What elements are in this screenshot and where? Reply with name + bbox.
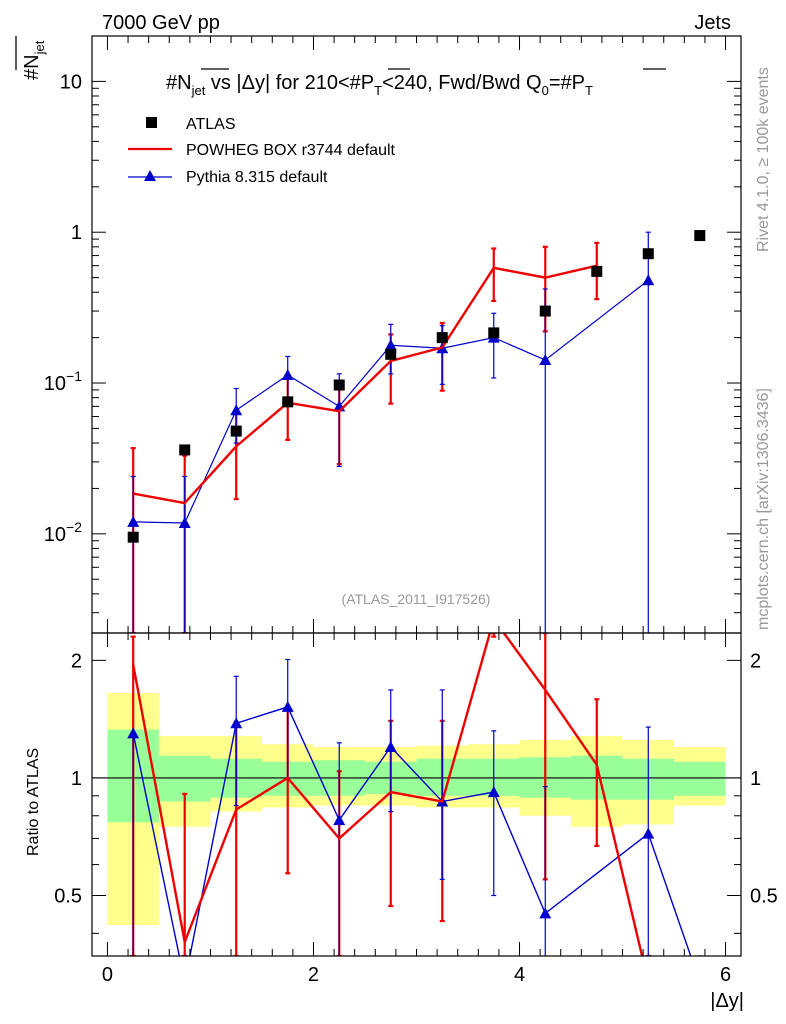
- y-axis-label-main: #Njet: [21, 40, 47, 80]
- y-tick-label-exp-0: −2: [66, 519, 82, 535]
- powheg-ratio-line: [132, 633, 644, 956]
- legend-pythia-marker: [144, 170, 156, 181]
- y-tick-label-ratio-right-2: 2: [750, 650, 761, 672]
- y-tick-label-ratio-left-0: 0.5: [54, 886, 82, 908]
- legend: ATLAS POWHEG BOX r3744 default Pythia 8.…: [128, 116, 396, 186]
- y-tick-label-ratio-right-0: 0.5: [750, 886, 778, 908]
- title-sub-a: jet: [191, 83, 206, 98]
- x-tick-label-1: 2: [308, 964, 319, 986]
- chart-title: #Njet vs |Δy| for 210<#PT<240, Fwd/Bwd Q…: [166, 72, 593, 98]
- atlas-point-7: [488, 327, 500, 339]
- band-green-11: [674, 761, 726, 796]
- header-right: Jets: [694, 12, 731, 34]
- atlas-point-8: [539, 305, 551, 317]
- x-tick-label-3: 6: [720, 964, 731, 986]
- legend-atlas-label: ATLAS: [186, 116, 236, 133]
- y-label-main-sub: jet: [32, 40, 47, 55]
- legend-powheg-label: POWHEG BOX r3744 default: [186, 142, 396, 159]
- atlas-point-9: [591, 265, 603, 277]
- analysis-watermark: (ATLAS_2011_I917526): [342, 591, 491, 607]
- x-tick-label-2: 4: [514, 964, 525, 986]
- pythia-ratio-point-4: [333, 814, 346, 826]
- title-sub-b: T: [374, 83, 382, 98]
- y-tick-label-base-0: 10: [44, 524, 66, 546]
- x-tick-label-0: 0: [102, 964, 113, 986]
- pythia-point-0: [127, 515, 140, 527]
- title-part-c: <240, Fwd/Bwd Q: [382, 72, 542, 94]
- atlas-point-3: [282, 396, 294, 408]
- y-tick-label-ratio-left-1: 1: [71, 768, 82, 790]
- atlas-point-1: [179, 444, 191, 456]
- pythia-point-1: [178, 516, 191, 528]
- pythia-ratio-point-8: [539, 907, 552, 919]
- y-tick-label-main-1: 10−1: [44, 368, 82, 395]
- y-tick-label-base-3: 10: [60, 71, 82, 93]
- y-tick-label-main-2: 1: [71, 222, 82, 244]
- y-tick-label-exp-1: −1: [66, 368, 82, 384]
- pythia-point-5: [384, 339, 397, 351]
- y-tick-label-main-0: 10−2: [44, 519, 82, 546]
- atlas-point-5: [385, 348, 397, 360]
- pythia-point-2: [230, 404, 243, 416]
- pythia-point-9: [642, 274, 655, 286]
- y-axis-label-ratio: Ratio to ATLAS: [25, 748, 42, 856]
- atlas-point-2: [230, 425, 242, 437]
- y-tick-label-ratio-right-1: 1: [750, 768, 761, 790]
- y-tick-label-main-3: 10: [60, 71, 82, 93]
- ratio-panel-marks: [127, 633, 703, 956]
- title-part-a: #N: [166, 72, 192, 94]
- pythia-ratio-point-0: [127, 727, 140, 739]
- mcplots-label: mcplots.cern.ch [arXiv:1306.3436]: [755, 388, 772, 630]
- title-sub-c: 0: [542, 83, 549, 98]
- y-tick-label-base-2: 1: [71, 222, 82, 244]
- legend-atlas-marker: [146, 117, 157, 128]
- pythia-point-3: [281, 369, 294, 381]
- atlas-point-11: [694, 230, 706, 242]
- pythia-line: [133, 279, 649, 524]
- title-part-d: =#P: [549, 72, 585, 94]
- main-panel-marks: [127, 230, 706, 633]
- title-sub-d: T: [585, 83, 593, 98]
- pythia-point-8: [539, 354, 552, 366]
- y-tick-label-ratio-left-2: 2: [71, 650, 82, 672]
- y-label-main-text: #N: [21, 54, 43, 80]
- atlas-point-6: [436, 332, 448, 344]
- atlas-point-10: [642, 248, 654, 260]
- data-marks: [127, 230, 706, 956]
- rivet-label: Rivet 4.1.0, ≥ 100k events: [755, 67, 772, 252]
- x-axis-label: |Δy|: [710, 990, 744, 1012]
- pythia-ratio-point-2: [230, 717, 243, 729]
- header-left: 7000 GeV pp: [102, 12, 220, 34]
- y-tick-label-base-1: 10: [44, 373, 66, 395]
- atlas-point-4: [333, 379, 345, 391]
- legend-pythia-label: Pythia 8.315 default: [186, 169, 328, 186]
- title-part-b: vs |Δy| for 210<#P: [205, 72, 374, 94]
- pythia-ratio-point-5: [384, 741, 397, 753]
- pythia-ratio-point-9: [642, 827, 655, 839]
- pythia-ratio-point-3: [281, 700, 294, 712]
- pythia-ratio-point-7: [487, 786, 500, 798]
- powheg-line: [132, 264, 598, 505]
- atlas-point-0: [127, 531, 139, 543]
